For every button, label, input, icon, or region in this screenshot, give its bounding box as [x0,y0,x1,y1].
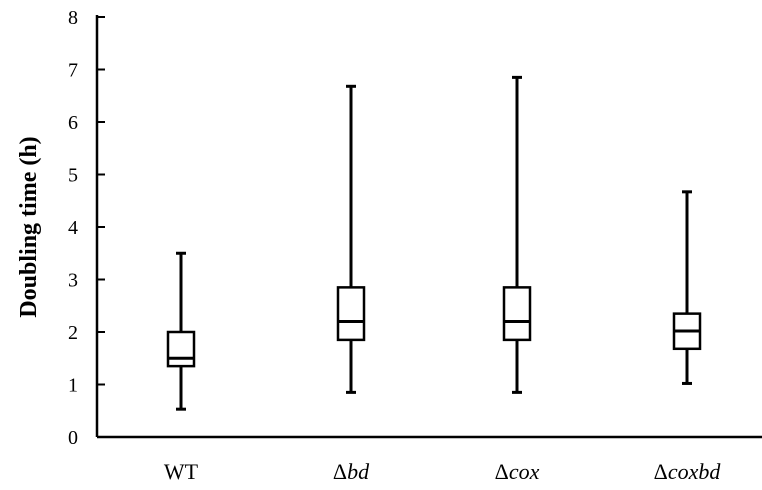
y-tick-label: 1 [68,375,78,397]
box-iqr [336,286,366,342]
box-group [502,75,532,394]
category-name-italic: bd [347,459,370,484]
box-iqr [166,330,196,368]
category-name: WT [164,459,199,484]
x-tick-labels: WT Δbd Δcox Δcoxbd [164,459,721,484]
boxes [166,75,702,411]
y-tick-label: 6 [68,112,78,134]
y-tick-label: 0 [68,427,78,449]
box-group [336,84,366,394]
box-group [672,190,702,385]
x-category-label: WT [164,459,199,484]
x-category-label: Δcoxbd [654,459,722,484]
y-tick-label: 3 [68,270,78,292]
category-prefix: Δ [333,459,347,484]
y-tick-label: 7 [68,60,78,82]
category-name-italic: cox [509,459,540,484]
y-ticks: 0 1 2 3 4 5 6 7 8 [68,7,105,449]
x-category-label: Δcox [495,459,540,484]
box-group [166,251,196,411]
category-name-italic: coxbd [668,459,722,484]
y-tick-label: 5 [68,165,78,187]
x-category-label: Δbd [333,459,370,484]
y-tick-label: 4 [68,217,78,239]
y-axis-label: Doubling time (h) [16,136,42,317]
axes [95,15,762,439]
y-tick-label: 2 [68,322,78,344]
y-tick-label: 8 [68,7,78,29]
category-prefix: Δ [495,459,509,484]
category-prefix: Δ [654,459,668,484]
box-iqr [502,286,532,342]
